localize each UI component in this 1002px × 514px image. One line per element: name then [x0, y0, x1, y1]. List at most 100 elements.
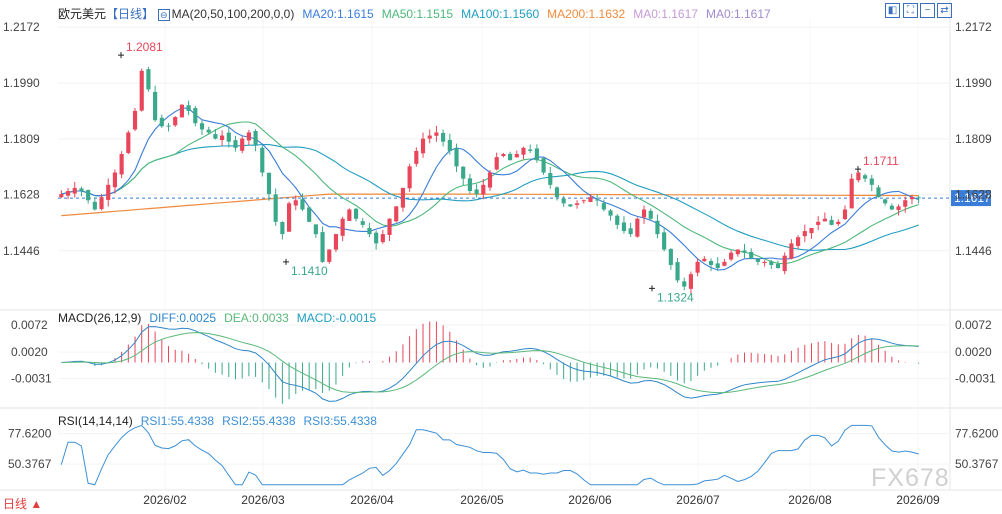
candle-body: [65, 191, 71, 196]
rsi-tick-label: 50.3767: [8, 457, 52, 471]
candle-body: [119, 154, 124, 175]
candle-body: [246, 132, 251, 141]
candle-body: [139, 70, 144, 111]
ma0-value-b: MA0:1.1617: [705, 7, 771, 21]
candle-body: [528, 149, 533, 151]
settings-icon[interactable]: ⇄: [937, 3, 952, 18]
candle-body: [809, 227, 814, 234]
macd-tick-label: 0.0020: [11, 345, 48, 359]
macd-tick-label: 0.0072: [11, 318, 48, 332]
candlestick-series: [59, 66, 921, 295]
candle-body: [628, 228, 633, 235]
candle-body: [441, 132, 446, 142]
candle-body: [668, 249, 673, 265]
candle-body: [367, 227, 372, 235]
candle-body: [829, 219, 834, 225]
candle-body: [280, 222, 285, 235]
x-tick-label: 2026/06: [568, 493, 612, 507]
x-tick-label: 2026/09: [896, 493, 940, 507]
candle-body: [193, 108, 198, 124]
rsi-panel: [60, 424, 919, 486]
candle-body: [648, 210, 653, 219]
candle-body: [360, 221, 365, 225]
ma100-line: [61, 143, 919, 251]
candle-body: [842, 209, 848, 220]
candle-body: [186, 105, 191, 111]
macd-tick-label: 0.0072: [955, 318, 992, 332]
annotation-label-1.2081: 1.2081: [126, 40, 163, 54]
candle-body: [916, 197, 921, 199]
candle-body: [782, 255, 787, 272]
y-tick-label: 1.1446: [955, 244, 992, 258]
rsi-line: [60, 424, 919, 486]
candle-body: [153, 91, 158, 121]
candle-body: [789, 243, 794, 259]
candle-body: [220, 135, 225, 141]
candle-body: [501, 154, 506, 157]
candle-body: [481, 184, 486, 195]
candle-body: [561, 198, 566, 204]
candle-body: [568, 204, 573, 207]
candle-body: [615, 215, 620, 225]
candle-body: [742, 250, 747, 253]
grid-lines: [0, 0, 1002, 491]
candle-body: [340, 218, 345, 236]
candle-body: [588, 197, 593, 202]
candle-body: [447, 139, 452, 151]
candle-body: [655, 220, 660, 235]
candle-body: [106, 184, 111, 200]
candle-body: [715, 263, 720, 269]
y-tick-label: 1.1628: [3, 188, 40, 202]
candle-body: [708, 260, 714, 265]
candle-body: [534, 148, 539, 161]
annotation-label-1.1711: 1.1711: [863, 154, 899, 168]
period-selector-button[interactable]: 日线 ▲: [3, 497, 43, 511]
candle-body: [266, 172, 272, 195]
candle-body: [494, 157, 499, 170]
ma20-value: MA20:1.1615: [302, 7, 374, 21]
y-tick-label: 1.1990: [955, 76, 992, 90]
candle-body: [548, 173, 553, 185]
candle-body: [749, 251, 754, 259]
candle-body: [682, 281, 687, 287]
candle-body: [474, 189, 479, 195]
candle-body: [903, 200, 908, 207]
candle-body: [802, 231, 807, 237]
candle-body: [461, 166, 466, 179]
candle-body: [729, 252, 734, 260]
ma-toggle-icon[interactable]: ⊖: [158, 9, 170, 21]
x-tick-label: 2026/07: [676, 493, 720, 507]
candle-body: [353, 208, 359, 219]
candle-body: [836, 221, 841, 225]
candle-body: [427, 135, 432, 139]
candle-body: [601, 203, 606, 210]
y-tick-label: 1.1446: [3, 244, 40, 258]
ma200-value: MA200:1.1632: [547, 7, 626, 21]
candle-body: [467, 178, 472, 191]
candle-body: [146, 69, 151, 90]
candle-body: [635, 218, 640, 237]
fullscreen-icon[interactable]: ⛶: [903, 3, 918, 18]
minus-icon[interactable]: −: [920, 3, 935, 18]
candle-body: [159, 117, 164, 127]
chart-type-icon[interactable]: ◧: [885, 3, 900, 18]
annotation-label-1.1410: 1.1410: [291, 264, 328, 278]
candle-body: [883, 199, 888, 204]
candle-body: [869, 178, 874, 185]
candle-body: [132, 110, 138, 130]
macd-panel: [61, 321, 920, 404]
macd-dea-line: [61, 332, 919, 394]
candle-body: [688, 274, 694, 289]
ma50-value: MA50:1.1515: [381, 7, 454, 21]
candle-body: [79, 188, 84, 191]
macd-label: MACD(26,12,9): [58, 311, 142, 325]
candle-body: [762, 261, 767, 264]
y-tick-label: 1.1990: [3, 76, 40, 90]
candle-body: [595, 199, 600, 201]
candle-body: [199, 123, 205, 130]
rsi2-value: RSI2:55.4338: [222, 414, 296, 428]
candle-body: [889, 205, 894, 210]
x-tick-label: 2026/05: [460, 493, 504, 507]
ma-label: MA(20,50,100,200,0,0): [171, 7, 295, 21]
